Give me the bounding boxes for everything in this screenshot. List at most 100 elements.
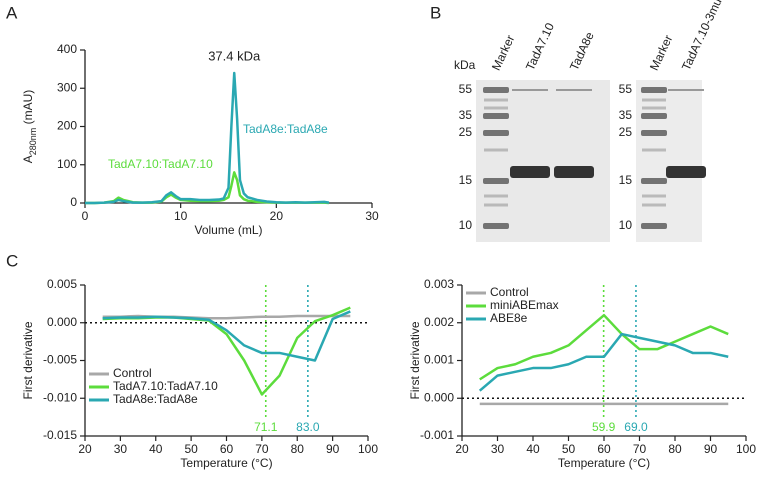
marker-label: 25 xyxy=(619,125,633,139)
marker-band xyxy=(483,87,509,93)
x-axis-label: Temperature (°C) xyxy=(558,456,650,470)
legend-label: TadA7.10:TadA7.10 xyxy=(113,379,218,393)
x-tick-label: 20 xyxy=(455,442,469,456)
x-tick-label: 80 xyxy=(291,442,305,456)
panel-label: B xyxy=(430,3,441,22)
y-tick-label: 0.002 xyxy=(424,315,454,329)
marker-band xyxy=(484,98,508,102)
x-tick-label: 0 xyxy=(82,209,89,223)
series-line xyxy=(478,332,729,392)
y-tick-label: 0.003 xyxy=(424,277,454,291)
marker-band xyxy=(642,106,666,110)
annotation: 37.4 kDa xyxy=(208,48,261,63)
marker-band xyxy=(641,87,667,93)
legend-label: ABE8e xyxy=(490,311,528,325)
x-tick-label: 30 xyxy=(491,442,505,456)
marker-band xyxy=(641,113,667,119)
y-tick-label: 300 xyxy=(57,80,77,94)
legend-label: TadA8e:TadA8e xyxy=(113,392,198,406)
x-tick-label: 20 xyxy=(270,209,284,223)
marker-label: 35 xyxy=(459,108,473,122)
series-label: TadA8e:TadA8e xyxy=(243,122,328,136)
x-tick-label: 100 xyxy=(736,442,756,456)
series-line xyxy=(85,71,330,205)
series-line xyxy=(479,313,729,381)
faint-band xyxy=(556,89,592,91)
x-tick-label: 90 xyxy=(326,442,340,456)
marker-band xyxy=(642,203,666,207)
gel-unit: kDa xyxy=(454,58,476,72)
x-tick-label: 40 xyxy=(526,442,540,456)
y-tick-label: 100 xyxy=(57,157,77,171)
reference-label: 59.9 xyxy=(592,420,616,434)
marker-label: 55 xyxy=(619,82,633,96)
marker-band xyxy=(642,148,666,152)
x-tick-label: 60 xyxy=(597,442,611,456)
x-tick-label: 80 xyxy=(668,442,682,456)
marker-band xyxy=(642,194,666,198)
x-axis-label: Volume (mL) xyxy=(194,223,262,237)
y-tick-label: 0.005 xyxy=(47,277,77,291)
y-axis-label-part: (mAU) xyxy=(21,90,35,128)
x-tick-label: 70 xyxy=(255,442,269,456)
protein-band xyxy=(666,166,706,178)
x-tick-label: 100 xyxy=(358,442,378,456)
y-axis-label: A280nm (mAU) xyxy=(21,90,38,164)
marker-band xyxy=(484,194,508,198)
marker-label: 15 xyxy=(459,173,473,187)
series-line xyxy=(102,310,351,362)
y-axis-label-part: 280nm xyxy=(28,128,38,156)
x-axis-label: Temperature (°C) xyxy=(180,456,272,470)
y-axis-label-part: First derivative xyxy=(21,321,35,399)
y-tick-label: 0.000 xyxy=(424,390,454,404)
panel-label: A xyxy=(6,3,18,22)
x-tick-label: 10 xyxy=(174,209,188,223)
x-tick-label: 40 xyxy=(149,442,163,456)
x-tick-label: 30 xyxy=(365,209,379,223)
marker-band xyxy=(483,113,509,119)
legend-label: miniABEmax xyxy=(490,298,559,312)
y-tick-label: -0.015 xyxy=(43,428,77,442)
marker-label: 55 xyxy=(459,82,473,96)
marker-band xyxy=(483,130,509,136)
y-tick-label: -0.005 xyxy=(43,353,77,367)
marker-band xyxy=(641,223,667,229)
gel xyxy=(636,80,702,242)
faint-band xyxy=(512,89,548,91)
x-tick-label: 60 xyxy=(220,442,234,456)
x-tick-label: 90 xyxy=(704,442,718,456)
y-tick-label: 200 xyxy=(57,119,77,133)
reference-label: 71.1 xyxy=(254,420,278,434)
y-tick-label: 0.001 xyxy=(424,353,454,367)
marker-label: 35 xyxy=(619,108,633,122)
y-axis-label-part: First derivative xyxy=(408,321,422,399)
marker-band xyxy=(484,148,508,152)
reference-label: 83.0 xyxy=(296,420,320,434)
y-tick-label: -0.001 xyxy=(420,428,454,442)
marker-label: 15 xyxy=(619,173,633,187)
gel xyxy=(476,80,610,242)
legend-label: Control xyxy=(113,366,152,380)
marker-band xyxy=(484,106,508,110)
y-tick-label: -0.010 xyxy=(43,390,77,404)
y-axis-label: First derivative xyxy=(21,321,35,399)
marker-label: 10 xyxy=(619,218,633,232)
y-tick-label: 400 xyxy=(57,42,77,56)
x-tick-label: 50 xyxy=(562,442,576,456)
panel-label: C xyxy=(6,251,18,270)
marker-band xyxy=(642,98,666,102)
marker-band xyxy=(484,203,508,207)
y-tick-label: 0.000 xyxy=(47,315,77,329)
faint-band xyxy=(668,89,704,91)
protein-band xyxy=(510,166,550,178)
y-axis-label: First derivative xyxy=(408,321,422,399)
protein-band xyxy=(554,166,594,178)
legend-label: Control xyxy=(490,285,529,299)
x-tick-label: 70 xyxy=(633,442,647,456)
y-axis-label-part: A xyxy=(21,155,35,163)
marker-label: 10 xyxy=(459,218,473,232)
x-tick-label: 20 xyxy=(78,442,92,456)
marker-band xyxy=(641,130,667,136)
